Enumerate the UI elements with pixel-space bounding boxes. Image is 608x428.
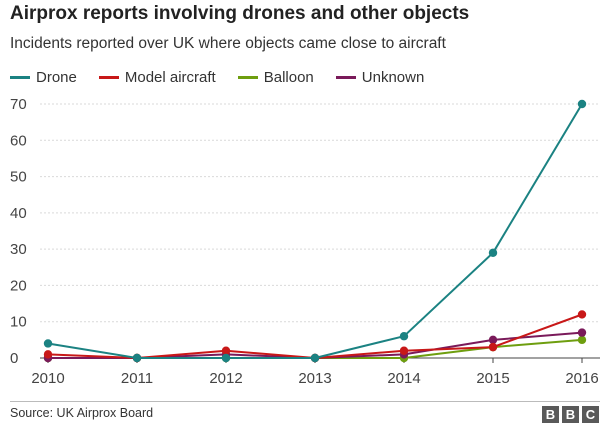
data-point xyxy=(43,339,53,348)
line-chart: 0 10 20 30 40 50 60 70 2010 2011 2012 2013 2014 2015 2… xyxy=(10,96,600,387)
footer-divider xyxy=(10,401,600,402)
legend-swatch xyxy=(335,75,356,79)
series-line-model-aircraft xyxy=(47,313,583,359)
data-point xyxy=(43,350,53,359)
y-tick-label: 60 xyxy=(10,132,27,149)
y-tick-label: 40 xyxy=(10,205,27,222)
data-point xyxy=(577,310,587,319)
legend-item: Unknown xyxy=(335,68,425,86)
data-point xyxy=(132,353,142,363)
x-tick-label: 2012 xyxy=(209,370,242,387)
chart-subtitle: Incidents reported over UK where objects… xyxy=(10,35,446,52)
data-point xyxy=(399,346,409,355)
y-tick-label: 70 xyxy=(10,96,27,113)
data-point xyxy=(577,99,587,109)
data-point xyxy=(577,335,587,345)
data-point xyxy=(577,328,587,337)
legend-label: Balloon xyxy=(263,68,314,86)
logo-letter: C xyxy=(582,406,599,423)
x-tick-label: 2010 xyxy=(31,370,64,387)
chart-title: Airprox reports involving drones and oth… xyxy=(10,3,470,24)
legend-label: Model aircraft xyxy=(124,68,216,86)
series-line-drone xyxy=(47,103,583,359)
y-tick-label: 50 xyxy=(10,169,27,186)
x-tick-label: 2013 xyxy=(298,370,331,387)
logo-letter: B xyxy=(542,406,559,423)
data-point xyxy=(221,346,231,355)
legend-label: Drone xyxy=(36,68,77,86)
data-point xyxy=(221,353,231,363)
x-tick-label: 2014 xyxy=(387,370,420,387)
legend-item: Balloon xyxy=(237,68,314,86)
x-tick-label: 2016 xyxy=(565,370,598,387)
y-tick-label: 10 xyxy=(10,314,27,331)
y-tick-label: 0 xyxy=(10,350,18,367)
legend-item: Drone xyxy=(10,69,77,86)
data-point xyxy=(488,342,498,352)
bbc-logo: B B C xyxy=(539,406,599,423)
data-point xyxy=(310,353,320,363)
logo-letter: B xyxy=(562,406,579,423)
legend-item: Model aircraft xyxy=(98,68,216,86)
data-point xyxy=(488,248,498,257)
legend-label: Unknown xyxy=(361,68,425,86)
legend-swatch xyxy=(10,75,30,79)
data-point xyxy=(399,332,409,341)
legend-swatch xyxy=(98,75,119,79)
data-point xyxy=(488,335,498,345)
y-tick-label: 30 xyxy=(10,241,27,258)
legend: Drone Model aircraft Balloon Unknown xyxy=(10,67,446,87)
x-tick-label: 2015 xyxy=(476,370,509,387)
x-tick-label: 2011 xyxy=(121,370,153,387)
legend-swatch xyxy=(237,75,258,79)
source-note: Source: UK Airprox Board xyxy=(10,406,154,420)
y-tick-label: 20 xyxy=(10,277,27,294)
